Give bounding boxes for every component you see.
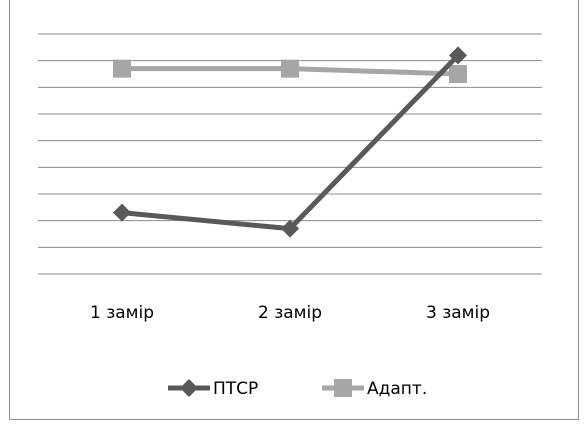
x-tick-labels: 1 замір 2 замір 3 замір <box>90 303 490 323</box>
legend-marker <box>334 379 352 397</box>
x-tick-label: 3 замір <box>426 303 490 323</box>
data-point-1 <box>113 203 131 222</box>
series-2 <box>113 59 467 83</box>
legend: ПТСР Адапт. <box>168 379 427 399</box>
series-1 <box>113 46 467 238</box>
data-point-2 <box>281 219 299 238</box>
legend-entry-2: Адапт. <box>322 379 427 399</box>
data-point-3 <box>449 65 467 83</box>
x-tick-label: 1 замір <box>90 303 154 323</box>
x-tick-label: 2 замір <box>258 303 322 323</box>
legend-entry-1: ПТСР <box>168 379 258 399</box>
legend-label: Адапт. <box>367 379 427 399</box>
legend-label: ПТСР <box>213 379 258 399</box>
data-point-1 <box>113 59 131 78</box>
chart-frame <box>9 0 579 420</box>
legend-marker <box>180 379 198 397</box>
series-layer <box>113 46 467 238</box>
data-point-2 <box>281 59 299 78</box>
data-point-3 <box>449 46 467 65</box>
series-line <box>121 53 460 232</box>
